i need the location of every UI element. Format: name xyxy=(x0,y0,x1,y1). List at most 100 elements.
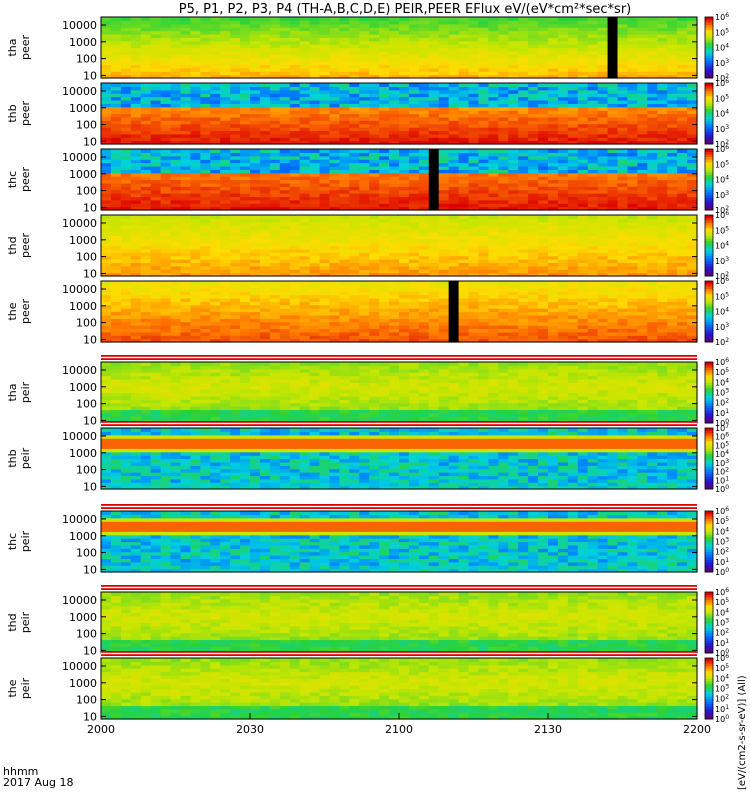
cell xyxy=(250,23,261,28)
cell xyxy=(110,155,122,160)
cell xyxy=(577,20,589,25)
cell xyxy=(488,182,499,187)
cell xyxy=(597,199,609,204)
cell xyxy=(329,325,340,330)
cell xyxy=(180,242,191,247)
cell xyxy=(210,325,221,330)
cell xyxy=(160,162,172,167)
cell xyxy=(170,308,182,313)
cell xyxy=(259,155,271,160)
cell xyxy=(220,176,231,181)
cell xyxy=(101,165,112,170)
cell xyxy=(349,255,360,260)
cell xyxy=(279,20,291,25)
cell xyxy=(230,23,241,28)
cell xyxy=(180,218,191,223)
cell xyxy=(130,110,142,115)
cell xyxy=(677,50,688,55)
cell xyxy=(140,225,152,230)
cell xyxy=(448,162,460,167)
cell xyxy=(170,50,182,55)
cell xyxy=(657,27,668,32)
cell xyxy=(548,182,559,187)
cell xyxy=(428,248,440,253)
cell xyxy=(259,50,271,55)
cell xyxy=(140,162,152,167)
cell xyxy=(130,33,142,38)
cell xyxy=(548,218,559,223)
cell xyxy=(557,203,569,208)
cell xyxy=(309,269,321,274)
cell xyxy=(657,23,668,28)
cell xyxy=(518,238,529,243)
cell xyxy=(190,203,201,208)
cell xyxy=(289,40,301,45)
cell xyxy=(359,130,370,135)
colorbar-tick-label: 105 xyxy=(715,159,729,169)
panel-label-product: peer xyxy=(19,167,32,193)
cell xyxy=(309,120,321,125)
cell xyxy=(339,182,350,187)
cell xyxy=(101,245,112,250)
cell xyxy=(180,199,191,204)
cell xyxy=(110,321,122,326)
cell xyxy=(458,248,470,253)
cell xyxy=(101,96,112,101)
cell xyxy=(210,74,221,79)
cell xyxy=(349,203,360,208)
cell xyxy=(339,165,350,170)
cell xyxy=(299,255,311,260)
cell xyxy=(379,149,390,153)
cell xyxy=(567,152,579,157)
cell xyxy=(359,33,370,38)
cell xyxy=(230,17,241,21)
cell xyxy=(597,149,609,153)
cell xyxy=(329,265,340,270)
cell xyxy=(339,281,350,285)
cell xyxy=(190,206,201,211)
cell xyxy=(349,86,360,91)
cell xyxy=(478,162,489,167)
cell xyxy=(150,259,162,264)
cell xyxy=(170,99,182,104)
cell xyxy=(269,228,281,233)
cell xyxy=(319,17,331,21)
cell xyxy=(677,113,688,118)
cell xyxy=(418,269,430,274)
cell xyxy=(120,179,132,184)
cell xyxy=(150,182,162,187)
cell xyxy=(170,165,182,170)
cell xyxy=(508,152,519,157)
cell xyxy=(150,235,162,240)
cell xyxy=(210,321,221,326)
cell xyxy=(518,215,529,219)
cell xyxy=(101,294,112,299)
cell xyxy=(667,127,678,132)
cell xyxy=(667,33,678,38)
cell xyxy=(150,238,162,243)
cell xyxy=(279,318,291,323)
cell xyxy=(657,248,668,253)
cell xyxy=(101,225,112,230)
cell xyxy=(637,30,648,35)
cell xyxy=(150,242,162,247)
cell xyxy=(399,228,410,233)
cell xyxy=(667,242,678,247)
cell xyxy=(408,203,420,208)
cell xyxy=(329,301,340,306)
cell xyxy=(528,133,539,138)
cell xyxy=(379,140,390,145)
cell xyxy=(101,120,112,125)
cell xyxy=(299,297,311,302)
cell xyxy=(309,335,321,340)
cell xyxy=(349,297,360,302)
cell xyxy=(170,83,182,87)
cell xyxy=(230,199,241,204)
cell xyxy=(259,123,271,128)
cell xyxy=(379,262,390,267)
cell xyxy=(269,321,281,326)
cell xyxy=(498,186,509,191)
cell xyxy=(130,297,142,302)
cell xyxy=(240,248,251,253)
cell xyxy=(637,50,648,55)
